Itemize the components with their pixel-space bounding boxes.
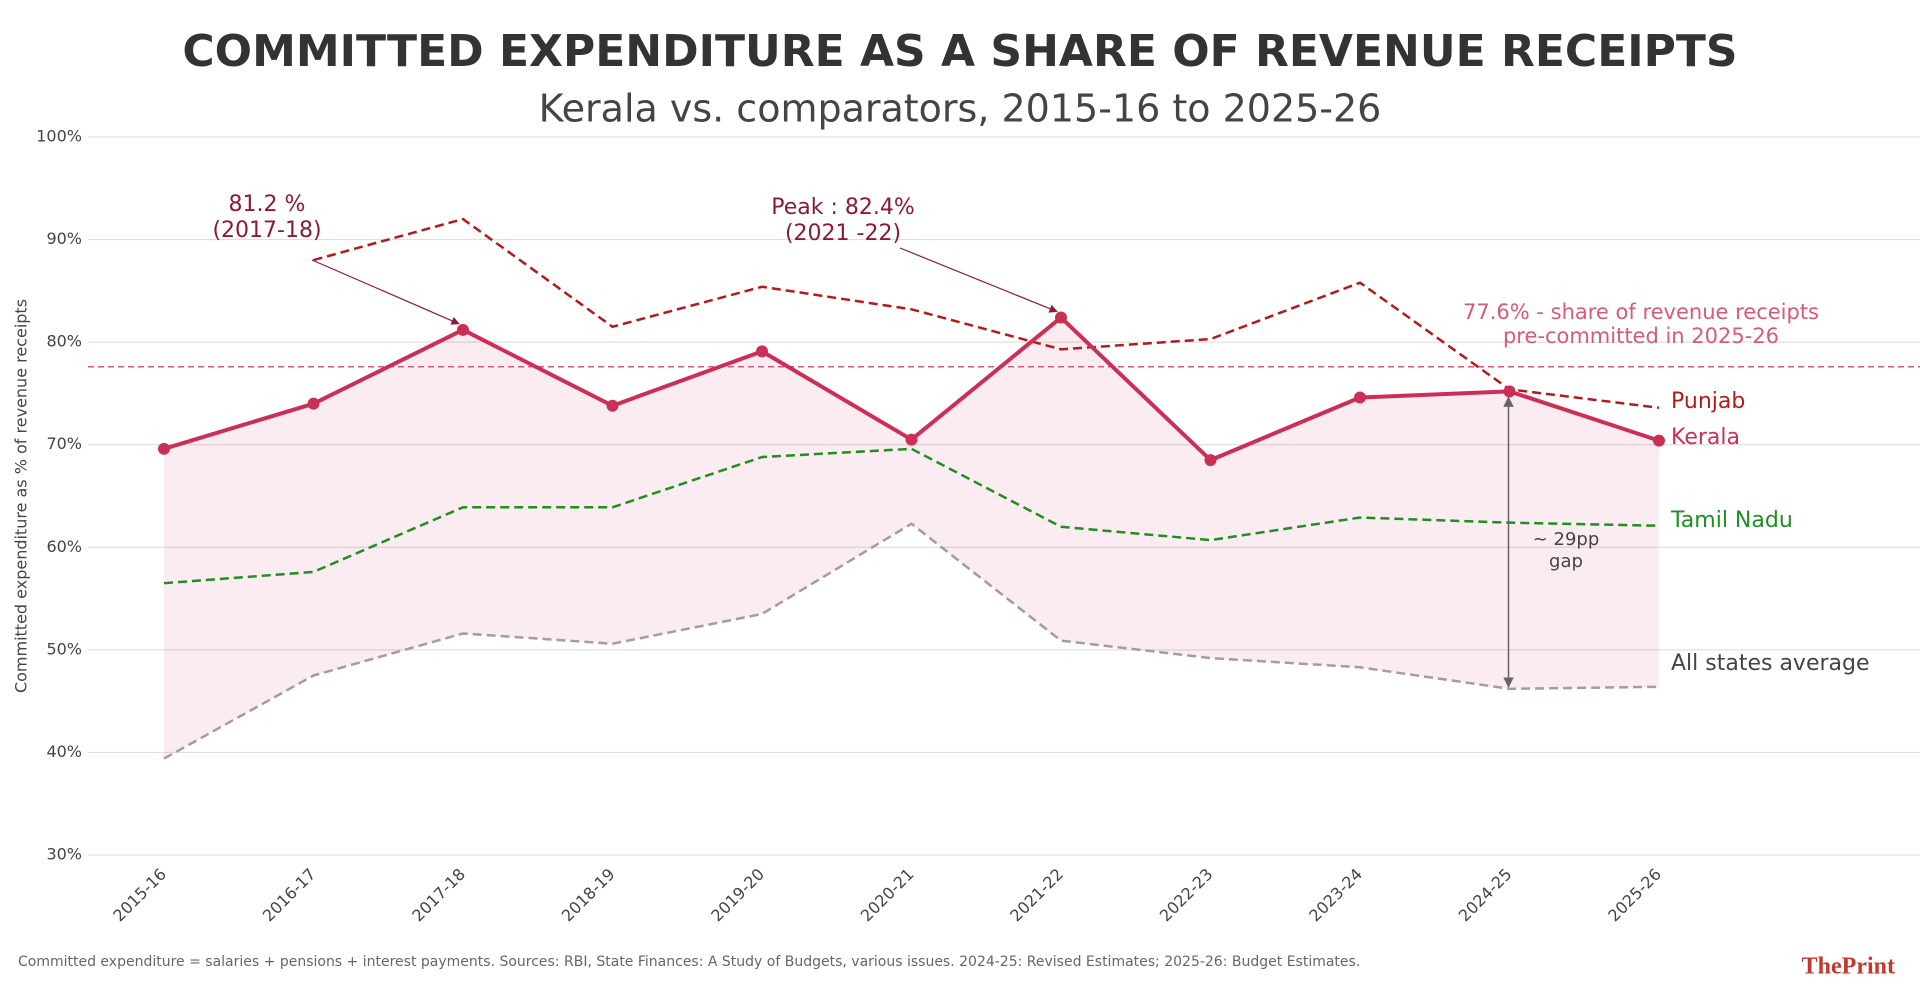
- series-label: Punjab: [1671, 389, 1745, 414]
- y-tick-label: 50%: [46, 639, 82, 658]
- annotation: Peak : 82.4%: [771, 195, 915, 220]
- y-tick-label: 70%: [46, 434, 82, 453]
- gap-area: [164, 317, 1659, 759]
- x-tick-label: 2019-20: [707, 865, 768, 926]
- series-marker: [1653, 434, 1665, 447]
- series-marker: [1503, 385, 1516, 398]
- y-tick-label: 60%: [46, 537, 82, 556]
- x-tick-label: 2023-24: [1305, 865, 1366, 926]
- y-tick-label: 30%: [46, 845, 82, 864]
- annotation-arrow: [311, 259, 460, 325]
- series-label: Tamil Nadu: [1670, 508, 1793, 533]
- reference-label: 77.6% - share of revenue receipts: [1463, 300, 1819, 324]
- x-tick-label: 2020-21: [857, 865, 918, 926]
- series-marker: [905, 433, 918, 446]
- x-tick-label: 2016-17: [259, 865, 320, 926]
- series-marker: [457, 323, 469, 336]
- annotation: (2017-18): [212, 218, 321, 243]
- series-line: [163, 522, 1660, 760]
- series-marker: [158, 442, 170, 455]
- series-line: [313, 217, 1660, 410]
- x-tick-label: 2017-18: [408, 865, 469, 926]
- series-marker: [307, 397, 320, 410]
- logo: ThePrint: [1802, 954, 1895, 980]
- annotation: (2021 -22): [785, 221, 901, 246]
- footnote: Committed expenditure = salaries + pensi…: [18, 954, 1360, 970]
- annotation-arrow: [899, 247, 1058, 313]
- series-marker: [606, 399, 619, 412]
- series-marker: [1354, 391, 1366, 404]
- x-tick-label: 2015-16: [109, 865, 170, 926]
- y-axis-title: Committed expenditure as % of revenue re…: [12, 299, 31, 693]
- gap-label: gap: [1549, 551, 1583, 572]
- x-tick-label: 2018-19: [558, 865, 619, 926]
- y-tick-label: 80%: [46, 332, 82, 351]
- x-tick-label: 2024-25: [1455, 865, 1516, 926]
- y-tick-label: 40%: [46, 742, 82, 761]
- chart-title: COMMITTED EXPENDITURE AS A SHARE OF REVE…: [182, 26, 1737, 77]
- series-label: All states average: [1671, 651, 1870, 676]
- x-tick-label: 2022-23: [1156, 865, 1217, 926]
- series-label: Kerala: [1671, 425, 1740, 450]
- x-tick-label: 2021-22: [1006, 865, 1067, 926]
- series-line: [163, 447, 1660, 585]
- series-marker: [756, 345, 768, 358]
- chart-subtitle: Kerala vs. comparators, 2015-16 to 2025-…: [539, 87, 1382, 131]
- x-tick-label: 2025-26: [1604, 865, 1665, 926]
- series-marker: [1055, 311, 1067, 324]
- annotation: 81.2 %: [229, 192, 306, 217]
- reference-label: pre-committed in 2025-26: [1503, 324, 1779, 348]
- series-marker: [1204, 454, 1217, 467]
- y-tick-label: 100%: [36, 127, 82, 146]
- gap-label: ~ 29pp: [1533, 529, 1600, 550]
- y-tick-label: 90%: [46, 229, 82, 248]
